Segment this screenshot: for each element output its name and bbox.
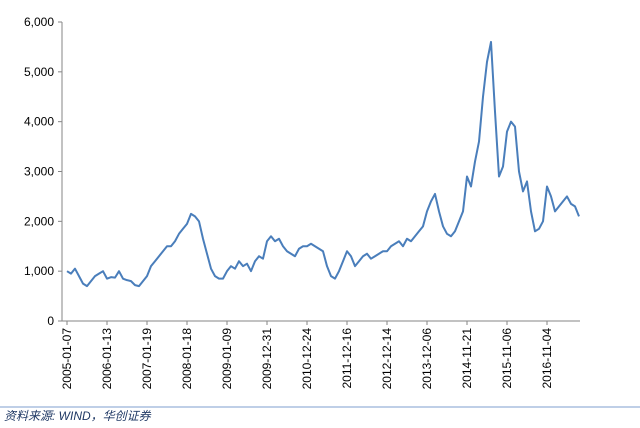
y-tick-label: 4,000 [24,115,54,129]
x-tick-label: 2008-01-18 [180,328,194,390]
x-tick-label: 2013-12-06 [420,328,434,390]
source-note: 资料来源: WIND，华创证券 [4,409,152,423]
x-tick-label: 2016-11-04 [540,328,554,389]
x-tick-label: 2011-12-16 [340,328,354,389]
line-series [66,40,580,288]
y-tick-label: 3,000 [24,165,54,179]
x-tick-label: 2006-01-13 [100,328,114,390]
x-tick-label: 2014-11-21 [460,328,474,389]
y-tick-label: 2,000 [24,214,54,228]
x-tick-label: 2005-01-07 [60,328,74,390]
x-tick-label: 2012-12-14 [380,328,394,390]
y-tick-label: 0 [47,314,54,328]
y-tick-label: 6,000 [24,15,54,29]
y-tick-label: 5,000 [24,65,54,79]
x-tick-label: 2010-12-24 [300,328,314,390]
x-tick-label: 2009-01-09 [220,328,234,390]
y-tick-label: 1,000 [24,264,54,278]
x-tick-label: 2007-01-19 [140,328,154,390]
x-tick-label: 2009-12-31 [260,328,274,390]
x-tick-label: 2015-11-06 [500,328,514,389]
